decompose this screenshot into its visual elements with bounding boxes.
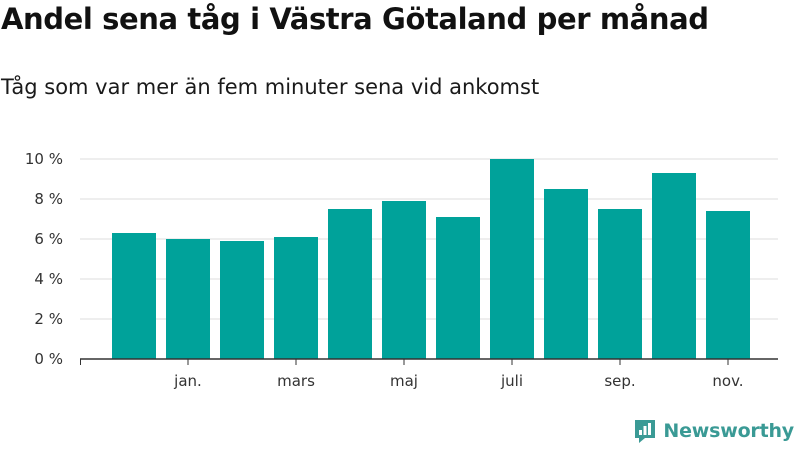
bar-aug (544, 189, 588, 359)
newsworthy-logo-icon (635, 420, 656, 443)
bar-juli (490, 159, 534, 359)
bar-maj (382, 201, 426, 359)
bar-jan (166, 239, 210, 359)
y-tick-label: 2 % (34, 310, 63, 328)
x-tick-label: jan. (173, 372, 202, 390)
brand-name: Newsworthy (663, 420, 794, 442)
chart-subtitle: Tåg som var mer än fem minuter sena vid … (1, 75, 540, 99)
x-tick-label: mars (277, 372, 315, 390)
bar-juni (436, 217, 480, 359)
y-tick-label: 10 % (25, 150, 63, 168)
x-tick-label: maj (390, 372, 418, 390)
y-tick-label: 0 % (34, 350, 63, 368)
bar-chart: 0 % 2 % 4 % 6 % 8 % 10 % jan. mars maj juli sep. no… (25, 150, 778, 390)
bar-mars (274, 237, 318, 359)
bar-feb (220, 241, 264, 359)
y-tick-label: 6 % (34, 230, 63, 248)
bar-apr (328, 209, 372, 359)
bar-sep (598, 209, 642, 359)
chart-title: Andel sena tåg i Västra Götaland per mån… (1, 2, 709, 36)
y-tick-label: 8 % (34, 190, 63, 208)
x-tick-label: nov. (712, 372, 743, 390)
newsworthy-brand: Newsworthy (633, 418, 794, 444)
bar-nov (706, 211, 750, 359)
bar-dec (112, 233, 156, 359)
y-tick-label: 4 % (34, 270, 63, 288)
bar-okt (652, 173, 696, 359)
x-tick-label: juli (500, 372, 523, 390)
x-tick-label: sep. (604, 372, 635, 390)
